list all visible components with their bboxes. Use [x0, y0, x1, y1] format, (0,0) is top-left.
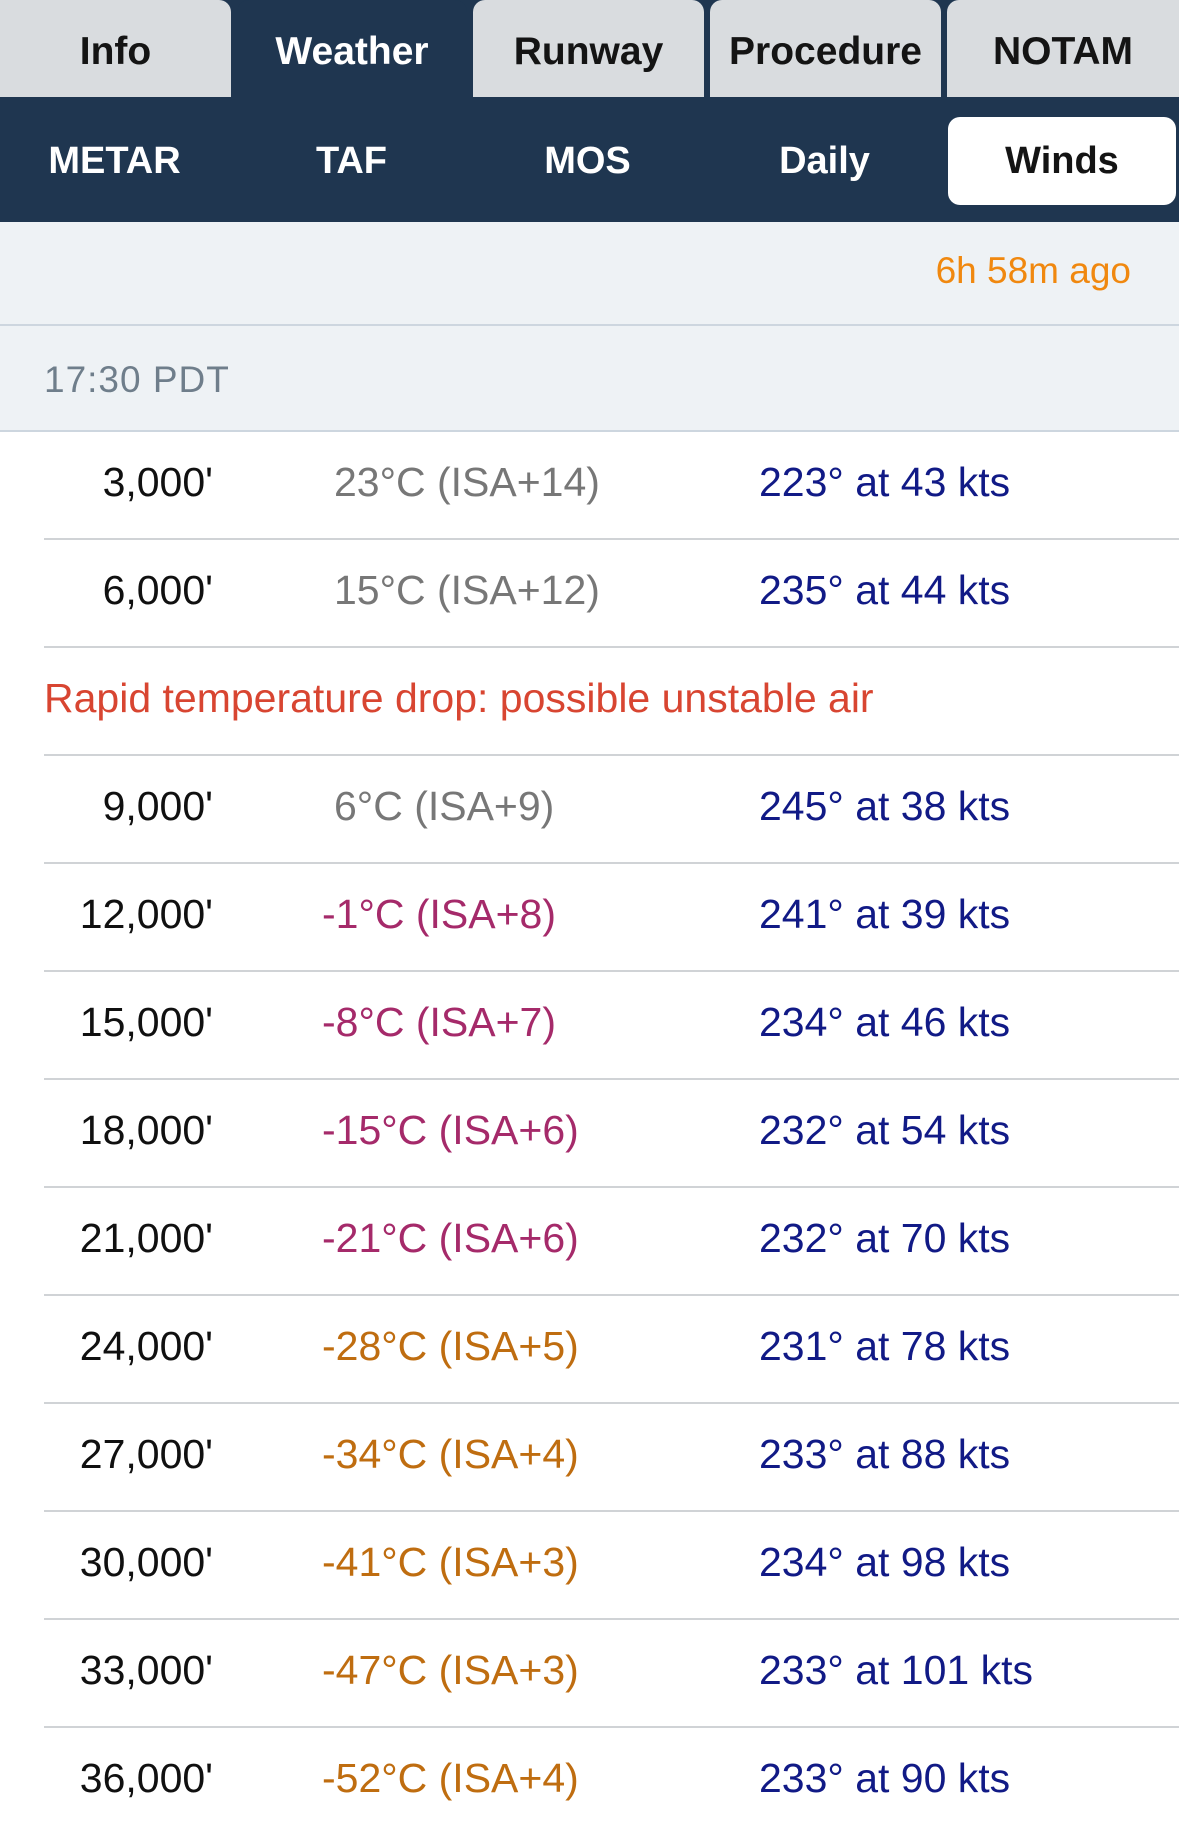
top-tab-bar: Info Weather Runway Procedure NOTAM — [0, 0, 1179, 97]
temperature: -28°C (ISA+5) — [322, 1323, 579, 1369]
wind: 233° at 101 kts — [759, 1647, 1033, 1693]
winds-aloft-row: 27,000' -34°C (ISA+4) 233° at 88 kts — [44, 1404, 1179, 1512]
last-updated-text: 6h 58m ago — [935, 250, 1131, 291]
wind: 234° at 98 kts — [759, 1539, 1011, 1585]
wind: 241° at 39 kts — [759, 891, 1011, 937]
winds-aloft-row: 15,000' -8°C (ISA+7) 234° at 46 kts — [44, 972, 1179, 1080]
temperature: -21°C (ISA+6) — [322, 1215, 579, 1261]
altitude: 18,000' — [79, 1107, 213, 1153]
subtab-mos[interactable]: MOS — [473, 117, 702, 205]
wind: 233° at 90 kts — [759, 1755, 1011, 1801]
warning-text: Rapid temperature drop: possible unstabl… — [44, 675, 874, 721]
wind: 245° at 38 kts — [759, 783, 1011, 829]
altitude: 6,000' — [102, 567, 213, 613]
tab-info[interactable]: Info — [0, 0, 231, 97]
altitude: 21,000' — [79, 1215, 213, 1261]
temperature: -52°C (ISA+4) — [322, 1755, 579, 1801]
weather-sub-tab-bar: METAR TAF MOS Daily Winds — [0, 97, 1179, 222]
winds-aloft-row: 12,000' -1°C (ISA+8) 241° at 39 kts — [44, 864, 1179, 972]
tab-runway-label: Runway — [513, 29, 664, 73]
forecast-time-header: 17:30 PDT — [0, 326, 1179, 432]
altitude: 15,000' — [79, 999, 213, 1045]
winds-aloft-row: 33,000' -47°C (ISA+3) 233° at 101 kts — [44, 1620, 1179, 1728]
altitude: 33,000' — [79, 1647, 213, 1693]
tab-info-label: Info — [79, 29, 152, 73]
temperature: -8°C (ISA+7) — [322, 999, 556, 1045]
altitude: 12,000' — [79, 891, 213, 937]
temperature: -34°C (ISA+4) — [322, 1431, 579, 1477]
wind: 233° at 88 kts — [759, 1431, 1011, 1477]
altitude: 30,000' — [79, 1539, 213, 1585]
altitude: 3,000' — [102, 459, 213, 505]
subtab-taf[interactable]: TAF — [237, 117, 466, 205]
tab-weather[interactable]: Weather — [237, 0, 467, 97]
tab-notam[interactable]: NOTAM — [947, 0, 1179, 97]
temperature: -47°C (ISA+3) — [322, 1647, 579, 1693]
wind: 223° at 43 kts — [759, 459, 1011, 505]
wind: 234° at 46 kts — [759, 999, 1011, 1045]
subtab-mos-label: MOS — [544, 139, 631, 182]
winds-aloft-row: 24,000' -28°C (ISA+5) 231° at 78 kts — [44, 1296, 1179, 1404]
winds-aloft-row: 9,000' 6°C (ISA+9) 245° at 38 kts — [44, 756, 1179, 864]
tab-weather-label: Weather — [275, 29, 429, 73]
temperature: -41°C (ISA+3) — [322, 1539, 579, 1585]
unstable-air-warning: Rapid temperature drop: possible unstabl… — [44, 648, 1179, 756]
wind: 232° at 70 kts — [759, 1215, 1011, 1261]
altitude: 36,000' — [79, 1755, 213, 1801]
winds-aloft-row: 21,000' -21°C (ISA+6) 232° at 70 kts — [44, 1188, 1179, 1296]
altitude: 9,000' — [102, 783, 213, 829]
tab-procedure[interactable]: Procedure — [710, 0, 941, 97]
winds-aloft-row: 3,000' 23°C (ISA+14) 223° at 43 kts — [44, 432, 1179, 540]
temperature: 23°C (ISA+14) — [334, 459, 600, 505]
temperature: -15°C (ISA+6) — [322, 1107, 579, 1153]
wind: 235° at 44 kts — [759, 567, 1011, 613]
temperature: -1°C (ISA+8) — [322, 891, 556, 937]
subtab-daily-label: Daily — [779, 139, 870, 182]
temperature: 6°C (ISA+9) — [334, 783, 555, 829]
subtab-winds[interactable]: Winds — [948, 117, 1176, 205]
wind: 232° at 54 kts — [759, 1107, 1011, 1153]
winds-aloft-row: 18,000' -15°C (ISA+6) 232° at 54 kts — [44, 1080, 1179, 1188]
forecast-time: 17:30 PDT — [44, 359, 230, 400]
subtab-winds-label: Winds — [1005, 139, 1119, 182]
winds-aloft-row: 30,000' -41°C (ISA+3) 234° at 98 kts — [44, 1512, 1179, 1620]
subtab-daily[interactable]: Daily — [710, 117, 939, 205]
temperature: 15°C (ISA+12) — [334, 567, 600, 613]
tab-procedure-label: Procedure — [729, 29, 922, 73]
wind: 231° at 78 kts — [759, 1323, 1011, 1369]
tab-runway[interactable]: Runway — [473, 0, 704, 97]
subtab-taf-label: TAF — [315, 139, 388, 182]
winds-aloft-row: 36,000' -52°C (ISA+4) 233° at 90 kts — [44, 1728, 1179, 1836]
altitude: 27,000' — [79, 1431, 213, 1477]
winds-aloft-row: 6,000' 15°C (ISA+12) 235° at 44 kts — [44, 540, 1179, 648]
tab-notam-label: NOTAM — [992, 29, 1134, 73]
update-status-bar: 6h 58m ago — [0, 222, 1179, 326]
subtab-metar-label: METAR — [48, 139, 181, 182]
altitude: 24,000' — [79, 1323, 213, 1369]
subtab-metar[interactable]: METAR — [0, 117, 229, 205]
